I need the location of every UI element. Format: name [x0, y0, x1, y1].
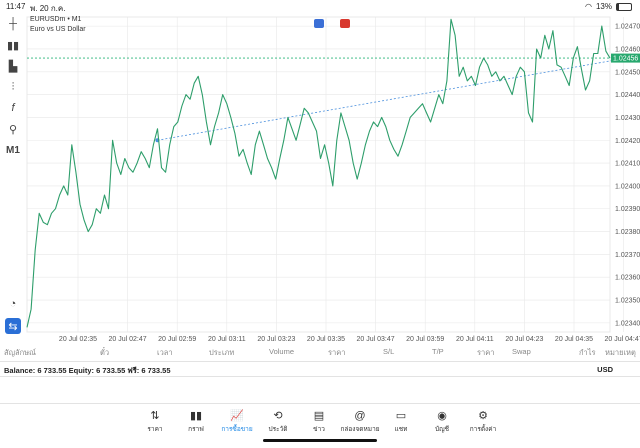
x-tick-label: 20 Jul 03:59: [406, 336, 444, 343]
x-tick-label: 20 Jul 02:59: [158, 336, 196, 343]
x-tick-label: 20 Jul 02:47: [109, 336, 147, 343]
balance-text: Balance: 6 733.55 Equity: 6 733.55 ฟรี: …: [4, 366, 171, 375]
news-icon: ▤: [313, 410, 325, 422]
y-tick-label: 1.02440: [615, 92, 640, 99]
y-tick-label: 1.02400: [615, 183, 640, 190]
y-tick-label: 1.02390: [615, 206, 640, 213]
mailbox-icon: @: [354, 410, 366, 422]
trade-icon: 📈: [230, 410, 244, 422]
x-axis: 20 Jul 02:35 20 Jul 02:47 20 Jul 02:59 20 J…: [59, 336, 640, 343]
x-tick-label: 20 Jul 04:47: [605, 336, 640, 343]
home-indicator: [263, 439, 377, 442]
col-symbol: สัญลักษณ์: [4, 348, 37, 357]
col-price: ราคา: [328, 348, 346, 357]
x-tick-label: 20 Jul 03:11: [208, 336, 246, 343]
candlestick-icon[interactable]: ▮▮: [6, 39, 20, 52]
y-tick-label: 1.02380: [615, 229, 640, 236]
battery-percent: 13%: [595, 2, 612, 11]
crosshair-icon[interactable]: ┼: [9, 18, 17, 30]
history-icon: ⟲: [273, 410, 283, 422]
col-comment: หมายเหตุ: [605, 348, 636, 357]
chart-toolbar: ┼ ▮▮ ▙ ⫶ f ⚲ M1 ◔ ⇆: [0, 14, 26, 344]
function-icon[interactable]: f: [11, 102, 15, 114]
status-bar: 11:47 พ. 20 ก.ค. ◠ 13%: [0, 0, 640, 14]
nav-settings[interactable]: ⚙ การตั้งค่า: [463, 408, 503, 434]
indicators-icon[interactable]: ⫶: [11, 80, 15, 93]
trend-line: [157, 57, 627, 141]
nav-news[interactable]: ▤ ข่าว: [299, 408, 339, 434]
x-tick-label: 20 Jul 03:47: [357, 336, 395, 343]
x-tick-label: 20 Jul 04:23: [505, 336, 543, 343]
currency: USD: [597, 365, 613, 374]
eu-flag-icon: [314, 19, 324, 28]
y-tick-label: 1.02350: [615, 298, 640, 305]
price-chart[interactable]: 1.02470 1.02460 1.02450 1.02440 1.02430 1.024…: [26, 14, 640, 344]
col-sl: S/L: [383, 347, 395, 356]
us-flag-icon: [340, 19, 350, 28]
chart-frame: [26, 16, 611, 333]
nav-chat[interactable]: ▭ แชท: [381, 408, 421, 434]
col-volume: Volume: [269, 347, 295, 356]
y-tick-label: 1.02460: [615, 46, 640, 53]
y-tick-label: 1.02430: [615, 115, 640, 122]
x-tick-label: 20 Jul 04:11: [456, 336, 494, 343]
nav-chart[interactable]: ▮▮ กราฟ: [176, 408, 216, 434]
one-click-trading-icon[interactable]: ⇆: [5, 318, 21, 334]
status-icons: ◠ 13%: [585, 2, 632, 11]
positions-table-header: สัญลักษณ์ ตั๋ว เวลา ประเภท Volume ราคา S…: [0, 347, 640, 359]
col-type: ประเภท: [209, 348, 235, 357]
y-tick-label: 1.02360: [615, 275, 640, 282]
date: พ. 20 ก.ค.: [30, 4, 66, 13]
col-time: เวลา: [157, 348, 173, 357]
col-price2: ราคา: [477, 348, 495, 357]
x-tick-label: 20 Jul 04:35: [555, 336, 593, 343]
quotes-icon: ⇅: [150, 410, 160, 422]
bar-chart-icon[interactable]: ▙: [8, 60, 18, 73]
wifi-icon: ◠: [585, 2, 592, 11]
col-profit: กำไร: [579, 348, 596, 357]
account-icon: ◉: [437, 410, 447, 422]
col-swap: Swap: [512, 347, 531, 356]
bottom-nav: ⇅ ราคา ▮▮ กราฟ 📈 การซื้อขาย ⟲ ประวัติ ▤ ข่าว …: [0, 403, 640, 448]
col-ticket: ตั๋ว: [100, 348, 110, 357]
symbol-name: EURUSDm • M1: [30, 16, 82, 23]
chart-plot: [26, 18, 629, 328]
x-tick-label: 20 Jul 02:35: [59, 336, 97, 343]
y-axis: 1.02470 1.02460 1.02450 1.02440 1.02430 1.024…: [611, 24, 640, 327]
y-tick-label: 1.02370: [615, 252, 640, 259]
symbol-label: EURUSDm • M1 Euro vs US Dollar: [30, 15, 86, 35]
col-tp: T/P: [432, 347, 444, 356]
current-price-tag: [611, 53, 640, 63]
chart-icon: ▮▮: [189, 410, 203, 422]
y-tick-label: 1.02470: [615, 24, 640, 31]
nav-account[interactable]: ◉ บัญชี: [422, 408, 462, 434]
y-tick-label: 1.02420: [615, 138, 640, 145]
settings-icon: ⚙: [478, 410, 488, 422]
chat-icon: ▭: [395, 410, 407, 422]
nav-history[interactable]: ⟲ ประวัติ: [258, 408, 298, 434]
quick-trade-icon[interactable]: ◔: [9, 298, 17, 310]
nav-quotes[interactable]: ⇅ ราคา: [135, 408, 175, 434]
x-tick-label: 20 Jul 03:23: [257, 336, 295, 343]
y-tick-label: 1.02410: [615, 161, 640, 168]
clock: 11:47: [6, 2, 26, 11]
y-tick-label: 1.02450: [615, 69, 640, 76]
objects-icon[interactable]: ⚲: [8, 123, 18, 136]
current-price-label: 1.02456: [613, 56, 638, 63]
price-series-line: [26, 18, 611, 328]
chart-grid: [26, 16, 624, 333]
account-summary: Balance: 6 733.55 Equity: 6 733.55 ฟรี: …: [0, 361, 640, 377]
timeframe-button[interactable]: M1: [6, 144, 20, 156]
nav-trade[interactable]: 📈 การซื้อขาย: [217, 408, 257, 434]
y-tick-label: 1.02340: [615, 320, 640, 327]
x-tick-label: 20 Jul 03:35: [307, 336, 345, 343]
battery-icon: [616, 2, 632, 11]
nav-mailbox[interactable]: @ กล่องจดหมาย: [340, 410, 380, 433]
symbol-description: Euro vs US Dollar: [30, 26, 86, 33]
